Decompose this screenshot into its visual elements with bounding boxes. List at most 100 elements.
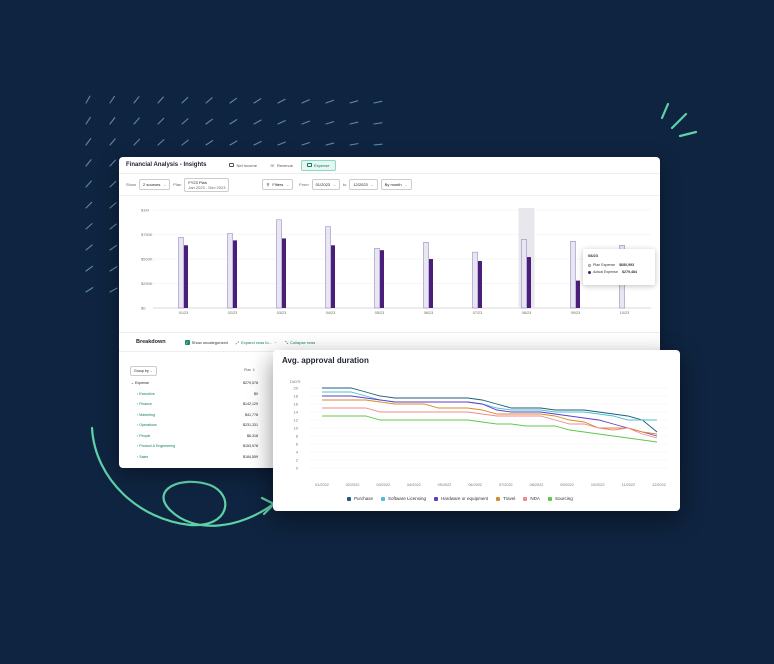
y-tick-label: $750K — [141, 232, 153, 237]
legend-item[interactable]: Software Licensing — [381, 496, 426, 501]
legend-item[interactable]: NDA — [523, 496, 540, 501]
row-name: › Finance — [137, 402, 152, 406]
actual-bar — [184, 245, 188, 308]
chevron-down-icon: ⌄ — [370, 182, 374, 187]
period-value: By month — [384, 182, 402, 187]
x-tick-label: 07/2022 — [499, 483, 513, 487]
decorative-stroke — [133, 117, 140, 125]
legend-item[interactable]: Travel — [496, 496, 515, 501]
sources-select[interactable]: 2 sources ⌄ — [139, 179, 171, 190]
table-row[interactable]: › People $6,318 — [119, 432, 279, 440]
plan-select[interactable]: FY23 Plan Jan 2023 - Dec 2023 — [184, 177, 230, 192]
tab-revenue[interactable]: ☏ Revenue — [265, 161, 298, 170]
show-uncategorized-checkbox[interactable]: ✓ Show uncategorized — [184, 339, 228, 345]
actual-bar — [380, 250, 384, 308]
decorative-stroke — [109, 138, 116, 146]
financial-header: Financial Analysis - Insights Net Income… — [119, 157, 660, 174]
collapse-rows-button[interactable]: ⤡ Collapse rows — [285, 340, 315, 345]
legend-label: NDA — [530, 496, 540, 501]
row-name: › Sales — [137, 454, 149, 459]
table-row[interactable]: › Sales $184,559 — [119, 453, 279, 461]
breakdown-title: Breakdown — [136, 339, 166, 345]
tooltip-month: 08/23 — [588, 253, 599, 258]
filters-button[interactable]: ⚲ Filters ⌄ — [262, 179, 294, 190]
to-date-select[interactable]: 12/2023 ⌄ — [349, 179, 378, 190]
series-line — [322, 415, 658, 443]
table-row[interactable]: › Finance $142,129 — [119, 400, 279, 408]
table-row[interactable]: ⌄ Expense $279,578 — [119, 379, 279, 387]
legend-item[interactable]: Sourcing — [547, 496, 573, 501]
actual-bar — [233, 240, 237, 308]
period-select[interactable]: By month ⌄ — [380, 179, 412, 190]
table-row[interactable]: › Marketing $41,778 — [119, 411, 279, 419]
show-uncategorized-label: Show uncategorized — [191, 339, 228, 345]
legend-item[interactable]: Hardware or equipment — [434, 496, 488, 501]
y-tick-label: $1M — [141, 207, 149, 212]
check-icon: ✓ — [184, 339, 190, 345]
chevron-down-icon: ⌄ — [333, 182, 336, 187]
legend-label: Sourcing — [554, 496, 573, 501]
plan-bar — [227, 233, 233, 309]
x-tick-label: 01/23 — [179, 311, 189, 315]
plan-range: Jan 2023 - Dec 2023 — [188, 184, 226, 190]
x-tick-label: 03/23 — [277, 311, 287, 315]
row-name: › Operations — [137, 423, 157, 427]
expand-rows-button[interactable]: ⤢ Expand rows to... ⌄ — [236, 340, 277, 345]
tab-label: Expense — [313, 162, 330, 168]
legend-item[interactable]: Purchase — [347, 496, 373, 501]
actual-swatch — [588, 270, 591, 274]
table-row[interactable]: › Operations $231,331 — [119, 421, 279, 429]
from-value: 01/2023 — [315, 182, 331, 187]
x-tick-label: 03/2022 — [376, 483, 390, 487]
plan-bar — [374, 247, 380, 309]
decorative-stroke — [85, 201, 93, 209]
decorative-stroke — [325, 142, 335, 146]
decorative-stroke — [253, 98, 262, 104]
chart-title: Avg. approval duration — [282, 356, 369, 365]
table-row[interactable]: › Executive $0 — [119, 390, 279, 398]
decorative-stroke — [109, 95, 116, 104]
from-date-select[interactable]: 01/2023 ⌄ — [311, 179, 340, 190]
row-plan-value: $41,778 — [245, 412, 258, 417]
to-value: 12/2023 — [353, 182, 368, 187]
x-tick-label: 10/23 — [620, 311, 630, 315]
group-by-select[interactable]: Group by ⌄ — [130, 366, 157, 376]
legend-swatch — [381, 496, 386, 501]
row-plan-value: $184,559 — [243, 454, 258, 459]
filter-icon: ⚲ — [266, 182, 270, 187]
decorative-stroke — [301, 99, 310, 104]
decorative-stroke — [253, 119, 262, 125]
tooltip-plan-value: $680,993 — [619, 263, 635, 267]
to-label: to — [342, 182, 347, 187]
decorative-stroke — [85, 95, 91, 104]
x-tick-label: 09/2022 — [560, 483, 574, 487]
expand-icon: ⤢ — [235, 339, 240, 345]
decorative-stroke — [253, 140, 262, 146]
decorative-stroke — [205, 118, 213, 125]
tab-net-income[interactable]: Net Income — [224, 161, 261, 170]
row-name: › Executive — [137, 391, 155, 396]
x-tick-label: 07/23 — [473, 311, 483, 315]
tab-expense[interactable]: Expense — [300, 159, 336, 171]
plan-column-header[interactable]: Plan ⇕ — [244, 368, 255, 372]
tooltip-plan-row: Plan Expense $680,993 — [588, 263, 650, 267]
decorative-stroke — [109, 244, 118, 251]
row-name: › People — [137, 433, 151, 438]
actual-bar — [429, 259, 433, 308]
legend-label: Software Licensing — [388, 496, 427, 501]
filters-label: Filters — [272, 182, 284, 187]
sparkle-stroke — [660, 102, 670, 120]
table-row[interactable]: › Product & Engineering $153,978 — [119, 442, 279, 450]
decorative-stroke — [349, 143, 359, 146]
decorative-stroke — [157, 139, 165, 146]
chevron-down-icon: ⌄ — [286, 182, 290, 187]
decorative-stroke — [205, 97, 213, 104]
x-tick-label: 05/23 — [375, 311, 385, 315]
filter-toolbar: Show 2 sources ⌄ Plan FY23 Plan Jan 2023… — [119, 174, 660, 196]
plan-bar — [325, 226, 331, 309]
x-tick-label: 12/2022 — [652, 483, 666, 487]
group-by-label: Group by — [134, 369, 149, 373]
x-tick-label: 10/2022 — [591, 483, 605, 487]
plan-bar — [276, 219, 282, 309]
